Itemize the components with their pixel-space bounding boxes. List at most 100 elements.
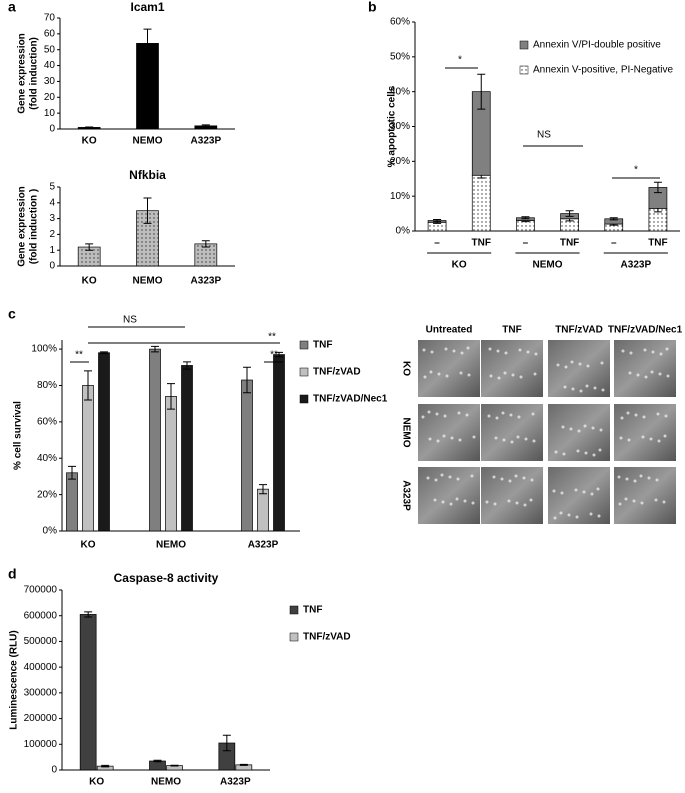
cell-spot xyxy=(524,437,528,441)
cell-spot xyxy=(448,475,452,479)
x-tick-label: – xyxy=(611,238,617,249)
cell-spot xyxy=(507,499,511,503)
cell-spot xyxy=(564,365,568,369)
y-tick-label: 700000 xyxy=(24,585,58,596)
cell-spot xyxy=(441,500,445,504)
annotation: ** xyxy=(270,350,278,361)
cell-spot xyxy=(583,424,587,428)
x-tick-label: A323P xyxy=(191,136,222,147)
cell-spot xyxy=(599,428,603,432)
y-tick-label: 20 xyxy=(44,92,56,103)
cell-spot xyxy=(597,514,601,518)
cell-spot xyxy=(593,386,597,390)
cell-spot xyxy=(466,346,470,350)
cell-spot xyxy=(467,373,471,377)
cell-spot xyxy=(502,438,506,442)
cell-spot xyxy=(666,374,670,378)
cell-spot xyxy=(584,451,588,455)
cell-spot xyxy=(592,453,596,457)
error-bar xyxy=(609,217,618,221)
x-tick-label: KO xyxy=(82,276,97,287)
cell-spot xyxy=(442,434,446,438)
cell-spot xyxy=(428,437,432,441)
cell-spot xyxy=(529,498,533,502)
cell-spot xyxy=(562,452,566,456)
bar xyxy=(241,379,253,532)
cell-spot xyxy=(582,490,586,494)
bar xyxy=(181,365,193,532)
legend-swatch xyxy=(289,632,299,642)
cell-spot xyxy=(523,503,527,507)
cell-spot xyxy=(654,498,658,502)
cell-spot xyxy=(526,350,530,354)
annotation: * xyxy=(458,55,462,66)
error-bar xyxy=(521,216,530,220)
cell-spot xyxy=(500,477,504,481)
y-axis-label: (fold induction) xyxy=(29,37,40,110)
x-tick-label: KO xyxy=(82,136,97,147)
x-tick-label: TNF xyxy=(648,238,667,249)
x-tick-label: TNF xyxy=(560,238,579,249)
cell-spot xyxy=(625,477,629,481)
x-tick-label: NEMO xyxy=(156,540,186,551)
error-bar xyxy=(243,366,251,394)
bar xyxy=(98,352,110,532)
cell-spot xyxy=(458,438,462,442)
row-label: A323P xyxy=(400,480,411,511)
micrograph xyxy=(418,340,480,397)
micrograph xyxy=(548,467,610,524)
legend-swatch xyxy=(299,367,309,377)
y-axis-label: (fold induction ) xyxy=(29,189,40,265)
y-tick-label: 60 xyxy=(44,28,56,39)
cell-spot xyxy=(576,449,580,453)
cell-spot xyxy=(577,429,581,433)
micrograph xyxy=(614,467,676,524)
cell-spot xyxy=(659,352,663,356)
cell-spot xyxy=(663,434,667,438)
x-tick-label: A323P xyxy=(248,540,279,551)
cell-spot xyxy=(561,425,565,429)
bar xyxy=(273,354,285,532)
cell-spot xyxy=(647,476,651,480)
y-tick-label: 0 xyxy=(51,765,57,776)
cell-spot xyxy=(445,374,449,378)
micrograph xyxy=(418,404,480,461)
cell-spot xyxy=(510,440,514,444)
cell-spot xyxy=(457,411,461,415)
chart-title: Nfkbia xyxy=(129,168,166,182)
error-bar xyxy=(143,28,152,59)
bar xyxy=(66,472,78,532)
cell-spot xyxy=(633,479,637,483)
cell-spot xyxy=(586,364,590,368)
y-tick-label: 50 xyxy=(44,44,56,55)
cell-spot xyxy=(437,372,441,376)
error-bar xyxy=(68,465,76,480)
y-tick-label: 100000 xyxy=(24,739,58,750)
cell-spot xyxy=(501,411,505,415)
y-tick-label: 70 xyxy=(44,13,56,24)
column-header: TNF/zVAD xyxy=(555,325,603,336)
cell-spot xyxy=(509,413,513,417)
cell-spot xyxy=(657,439,661,443)
cell-spot xyxy=(626,411,630,415)
cell-spot xyxy=(650,370,654,374)
cell-spot xyxy=(495,416,499,420)
cell-spot xyxy=(643,348,647,352)
cell-spot xyxy=(634,413,638,417)
cell-spot xyxy=(497,376,501,380)
error-bar xyxy=(143,197,152,224)
y-tick-label: 10 xyxy=(44,108,56,119)
cell-spot xyxy=(589,512,593,516)
y-tick-label: 30% xyxy=(390,121,410,132)
cell-spot xyxy=(516,435,520,439)
cell-spot xyxy=(618,502,622,506)
y-tick-label: 60% xyxy=(390,17,410,28)
cell-spot xyxy=(636,373,640,377)
legend-label: TNF/zVAD xyxy=(303,632,351,643)
error-bar xyxy=(565,210,574,217)
cell-spot xyxy=(639,474,643,478)
x-tick-label: NEMO xyxy=(151,777,181,788)
chart-title: Caspase-8 activity xyxy=(114,571,219,585)
cell-spot xyxy=(585,384,589,388)
